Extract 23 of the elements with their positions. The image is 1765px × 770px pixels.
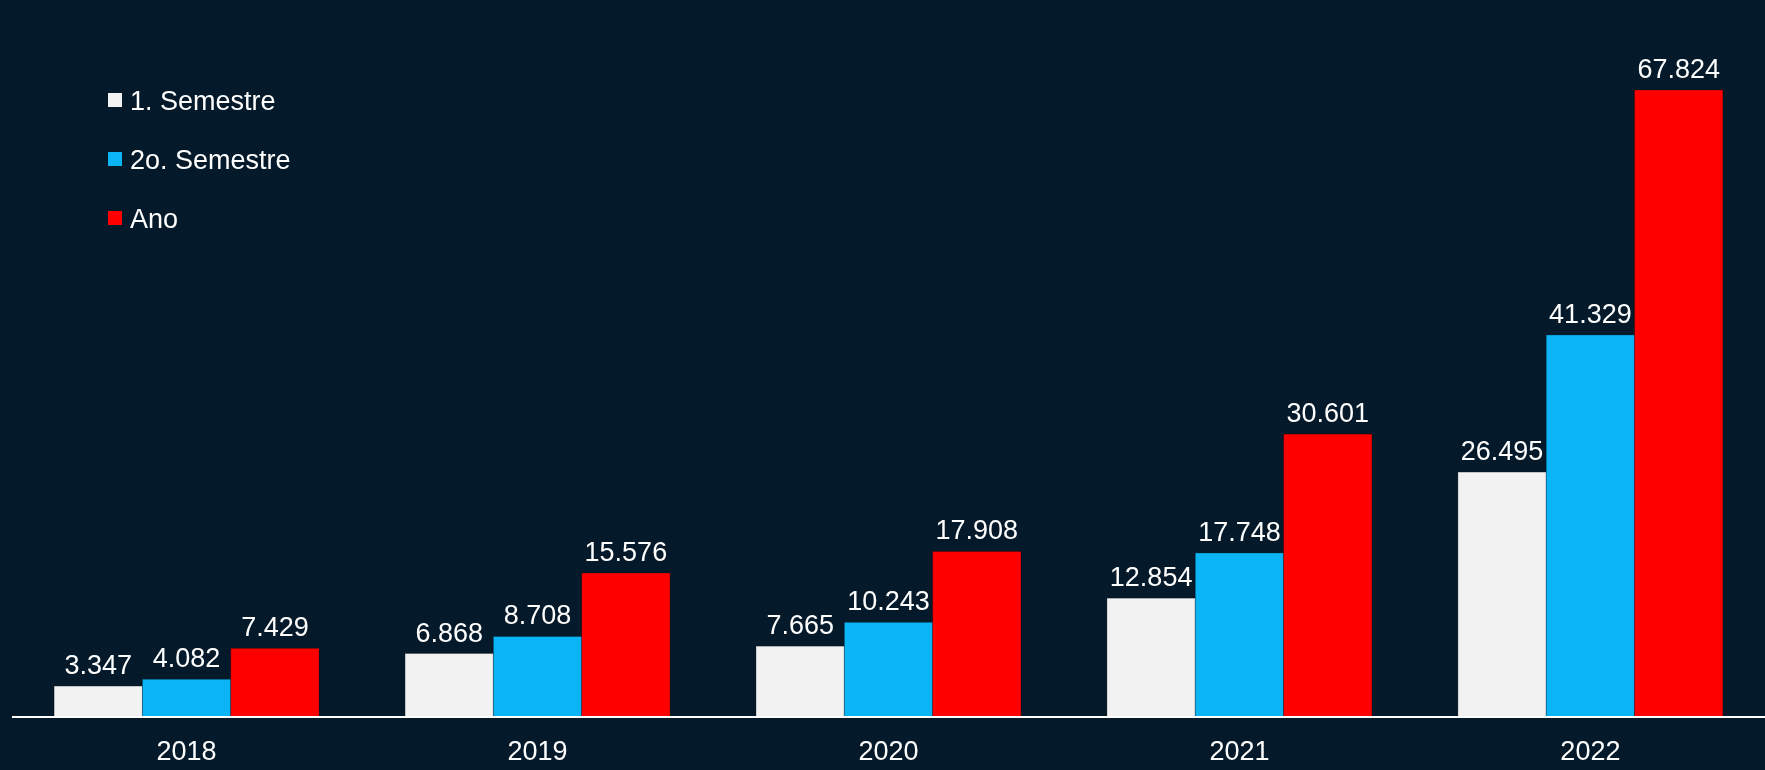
data-label: 12.854 bbox=[1109, 562, 1193, 593]
data-label: 30.601 bbox=[1286, 398, 1370, 429]
data-label: 26.495 bbox=[1460, 436, 1544, 467]
data-label: 7.665 bbox=[766, 610, 834, 641]
x-tick-label: 2019 bbox=[507, 736, 568, 766]
x-tick-label: 2022 bbox=[1560, 736, 1621, 766]
x-tick-label: 2020 bbox=[858, 736, 919, 766]
data-label: 4.082 bbox=[152, 643, 221, 674]
data-label: 67.824 bbox=[1637, 54, 1721, 84]
data-label: 7.429 bbox=[241, 612, 309, 643]
data-label: 17.908 bbox=[935, 515, 1019, 546]
legend-label: 1. Semestre bbox=[130, 86, 276, 116]
data-label: 6.868 bbox=[415, 617, 484, 648]
data-label: 8.708 bbox=[503, 600, 572, 631]
legend-label: Ano bbox=[130, 204, 179, 234]
x-tick-label: 2021 bbox=[1209, 736, 1270, 766]
data-label: 17.748 bbox=[1198, 516, 1281, 547]
data-label: 15.576 bbox=[584, 537, 668, 568]
x-tick-label: 2018 bbox=[156, 736, 217, 766]
data-label: 10.243 bbox=[847, 586, 930, 617]
legend-label: 2o. Semestre bbox=[130, 145, 291, 175]
data-label: 3.347 bbox=[64, 650, 133, 681]
data-label: 41.329 bbox=[1549, 298, 1632, 329]
